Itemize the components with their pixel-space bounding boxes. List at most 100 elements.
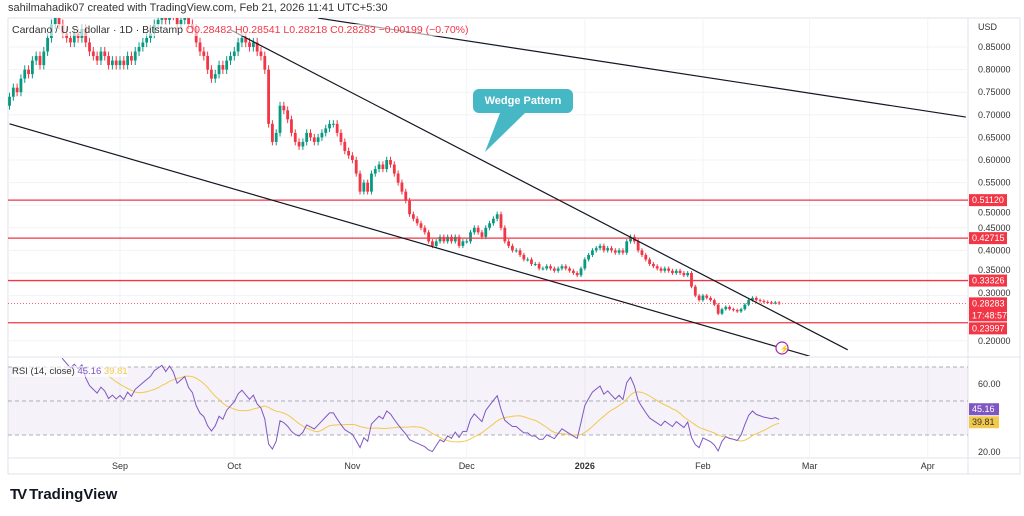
- rsi-value-tag: [969, 403, 999, 416]
- y-tick-label: 0.40000: [978, 245, 1011, 255]
- candle-body: [274, 132, 278, 142]
- candle-body: [126, 56, 130, 66]
- ohlc-high: H0.28541: [234, 24, 281, 36]
- candle-body: [411, 214, 415, 219]
- candle-body: [415, 218, 419, 224]
- price-chart[interactable]: 0.85000 0.80000 0.75000 0.70000 0.65000 0.600…: [0, 16, 1024, 476]
- candle-body: [42, 51, 46, 66]
- candle-body: [476, 227, 480, 233]
- candle-body: [556, 268, 560, 271]
- candle-body: [652, 263, 655, 267]
- candle-body: [423, 227, 427, 233]
- candle-body: [396, 173, 400, 183]
- wedge-pattern-callout[interactable]: Wedge Pattern: [473, 89, 573, 113]
- candle-body: [533, 263, 537, 265]
- candle-body: [408, 200, 411, 215]
- y-tick-label: 0.55000: [978, 178, 1011, 188]
- candle-body: [251, 42, 255, 47]
- candle-body: [404, 191, 408, 201]
- wedge-trendline: [9, 123, 810, 356]
- rsi-tick-label: 60.00: [978, 379, 1001, 389]
- candle-body: [693, 286, 697, 296]
- candle-body: [526, 259, 530, 261]
- candle-body: [331, 123, 335, 125]
- candle-body: [625, 241, 629, 253]
- candle-body: [549, 266, 552, 269]
- candle-body: [431, 241, 434, 246]
- candle-body: [560, 266, 564, 269]
- x-tick-label: 2026: [575, 461, 595, 471]
- candle-body: [720, 309, 724, 314]
- candle-body: [30, 60, 34, 75]
- candle-body: [389, 160, 392, 165]
- candle-body: [450, 236, 453, 242]
- candle-body: [507, 241, 511, 246]
- symbol-name[interactable]: Cardano / U.S. dollar · 1D · Bitstamp: [12, 24, 183, 36]
- candle-body: [667, 268, 671, 271]
- candle-body: [663, 268, 667, 271]
- candle-body: [427, 232, 431, 242]
- candle-body: [145, 37, 149, 43]
- candle-body: [579, 268, 583, 276]
- candle-body: [160, 18, 164, 20]
- candle-body: [88, 42, 91, 52]
- candle-body: [751, 297, 754, 301]
- candle-body: [248, 42, 251, 47]
- x-tick-label: Feb: [695, 461, 711, 471]
- tradingview-logo-text: TradingView: [29, 486, 118, 503]
- candle-body: [229, 56, 232, 61]
- candle-body: [617, 250, 621, 253]
- candle-body: [164, 18, 168, 20]
- candle-body: [221, 65, 225, 70]
- candle-body: [358, 173, 362, 192]
- tradingview-logo: TV TradingView: [10, 486, 117, 503]
- candle-body: [351, 155, 354, 160]
- x-tick-label: Oct: [227, 461, 242, 471]
- candle-body: [762, 301, 766, 303]
- candle-body: [19, 78, 23, 93]
- lightning-icon: [775, 341, 789, 355]
- candle-body: [491, 218, 495, 224]
- candle-body: [594, 248, 598, 251]
- candle-body: [95, 56, 99, 61]
- candle-body: [434, 241, 438, 246]
- chart-credit: sahilmahadik07 created with TradingView.…: [8, 2, 388, 14]
- candle-body: [655, 266, 659, 269]
- candle-body: [446, 236, 450, 242]
- candle-body: [99, 51, 103, 61]
- candle-body: [419, 223, 423, 228]
- candle-body: [690, 273, 693, 287]
- rsi-tick-label: 20.00: [978, 447, 1001, 457]
- candle-body: [495, 214, 499, 219]
- candle-body: [305, 132, 309, 142]
- candle-body: [133, 51, 137, 61]
- candle-body: [613, 250, 617, 253]
- candle-body: [385, 160, 389, 170]
- rsi-label[interactable]: RSI (14, close): [12, 366, 75, 377]
- ohlc-open: O0.28482: [185, 24, 233, 36]
- candle-body: [15, 87, 19, 93]
- candle-body: [259, 51, 263, 57]
- y-tick-label: 0.60000: [978, 155, 1011, 165]
- candle-body: [118, 60, 122, 66]
- candle-body: [766, 301, 770, 303]
- candle-body: [309, 132, 312, 138]
- rsi-value-label: 45.16: [972, 404, 995, 414]
- candle-body: [598, 245, 602, 249]
- candle-body: [697, 295, 701, 301]
- candle-body: [362, 182, 366, 192]
- candle-body: [38, 56, 42, 66]
- candle-body: [373, 169, 377, 174]
- candle-body: [354, 160, 358, 174]
- candle-body: [514, 250, 518, 252]
- candle-body: [530, 259, 533, 264]
- candle-body: [678, 270, 682, 273]
- y-tick-label: 0.65000: [978, 132, 1011, 142]
- candle-body: [198, 42, 202, 52]
- candle-body: [23, 69, 27, 79]
- candle-body: [674, 270, 678, 273]
- level-price-label: 0.23997: [972, 323, 1005, 333]
- candle-body: [183, 18, 187, 20]
- candle-body: [724, 306, 728, 310]
- candle-body: [301, 141, 305, 147]
